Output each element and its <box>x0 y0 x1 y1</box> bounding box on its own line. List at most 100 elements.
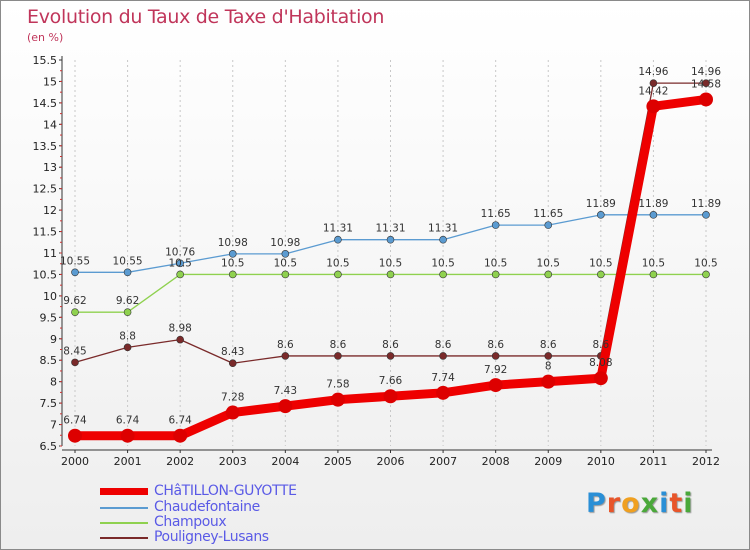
data-point-ch-tillon-guyotte <box>436 385 451 400</box>
data-label-champoux: 10.5 <box>537 257 560 269</box>
y-tick-label: 8.5 <box>40 354 58 367</box>
logo-letter: P <box>586 488 607 519</box>
data-label-ch-tillon-guyotte: 6.74 <box>116 415 140 427</box>
logo-letter: t <box>669 488 684 519</box>
data-label-champoux: 9.62 <box>63 295 86 307</box>
data-label-chaudefontaine: 11.89 <box>586 198 616 210</box>
data-label-ch-tillon-guyotte: 7.66 <box>379 375 403 387</box>
legend-item-chatillon: CHâTILLON-GUYOTTE <box>100 483 360 500</box>
data-point-chaudefontaine <box>491 221 500 229</box>
legend-label-chaudefontaine: Chaudefontaine <box>154 499 260 515</box>
data-point-chaudefontaine <box>386 235 395 244</box>
data-point-ch-tillon-guyotte <box>173 428 188 443</box>
legend-item-chaudefontaine: Chaudefontaine <box>100 499 360 516</box>
y-tick-label: 11 <box>43 247 57 260</box>
legend-swatch-chaudefontaine <box>100 507 148 509</box>
y-tick-label: 10 <box>43 290 57 303</box>
data-label-pouligney-lusans: 8.8 <box>119 330 136 342</box>
data-point-champoux <box>71 308 79 316</box>
data-label-chaudefontaine: 10.98 <box>218 237 248 249</box>
data-label-pouligney-lusans: 8.6 <box>592 339 609 351</box>
data-point-ch-tillon-guyotte <box>593 371 608 386</box>
y-tick-label: 14 <box>43 118 57 131</box>
legend-item-pouligney: Pouligney-Lusans <box>100 529 360 546</box>
logo-letter: o <box>621 488 641 519</box>
data-label-chaudefontaine: 10.55 <box>113 255 143 267</box>
y-tick-label: 8 <box>50 376 57 389</box>
y-tick-label: 6.5 <box>40 440 58 453</box>
data-label-ch-tillon-guyotte: 14.42 <box>638 85 668 97</box>
data-point-ch-tillon-guyotte <box>225 405 240 420</box>
data-label-chaudefontaine: 10.76 <box>165 246 195 258</box>
data-point-chaudefontaine <box>439 235 447 244</box>
data-label-champoux: 10.5 <box>274 257 297 269</box>
data-label-champoux: 10.5 <box>589 257 612 269</box>
data-label-champoux: 10.5 <box>694 257 717 269</box>
legend-label-champoux: Champoux <box>154 514 227 530</box>
data-point-ch-tillon-guyotte <box>68 428 82 443</box>
data-point-champoux <box>386 270 395 279</box>
x-tick-label: 2003 <box>219 455 247 468</box>
data-point-chaudefontaine <box>228 250 237 258</box>
data-point-pouligney-lusans <box>71 358 79 367</box>
x-tick-label: 2010 <box>587 455 615 468</box>
y-tick-label: 9.5 <box>40 311 58 324</box>
data-label-chaudefontaine: 11.65 <box>481 208 511 220</box>
data-label-chaudefontaine: 11.65 <box>533 208 563 220</box>
data-point-ch-tillon-guyotte <box>383 389 398 404</box>
data-label-champoux: 10.5 <box>642 257 665 269</box>
logo-letter: r <box>606 488 622 519</box>
data-point-chaudefontaine <box>281 250 290 258</box>
logo-letter: i <box>683 488 694 519</box>
data-point-champoux <box>281 270 290 279</box>
x-tick-label: 2009 <box>534 455 562 468</box>
data-label-champoux: 10.5 <box>484 257 507 269</box>
chart-subtitle: (en %) <box>27 31 64 44</box>
data-point-chaudefontaine <box>597 211 605 219</box>
data-point-ch-tillon-guyotte <box>120 428 135 443</box>
logo-letter: x <box>640 488 660 519</box>
x-tick-label: 2000 <box>61 455 89 468</box>
proxiti-logo: Proxiti <box>586 488 694 519</box>
y-tick-label: 13 <box>43 161 57 174</box>
y-tick-label: 15 <box>43 75 57 88</box>
y-tick-label: 10.5 <box>33 268 58 281</box>
logo-letter: i <box>659 488 670 519</box>
data-label-pouligney-lusans: 8.6 <box>330 339 347 351</box>
data-point-champoux <box>123 308 132 316</box>
data-label-pouligney-lusans: 14.96 <box>638 66 668 78</box>
data-label-ch-tillon-guyotte: 6.74 <box>63 415 87 427</box>
data-point-pouligney-lusans <box>334 352 342 360</box>
data-point-chaudefontaine <box>544 221 553 229</box>
data-label-pouligney-lusans: 8.43 <box>221 346 244 358</box>
data-point-pouligney-lusans <box>439 352 447 360</box>
data-label-champoux: 10.5 <box>221 257 244 269</box>
x-tick-label: 2006 <box>377 455 405 468</box>
data-label-ch-tillon-guyotte: 7.58 <box>326 379 349 391</box>
data-label-ch-tillon-guyotte: 6.74 <box>168 415 192 427</box>
y-tick-label: 14.5 <box>33 97 58 110</box>
data-point-chaudefontaine <box>71 268 79 277</box>
legend-item-champoux: Champoux <box>100 514 360 531</box>
data-point-ch-tillon-guyotte <box>488 378 503 393</box>
data-label-pouligney-lusans: 8.45 <box>63 345 86 357</box>
data-point-champoux <box>702 270 710 279</box>
data-label-chaudefontaine: 11.31 <box>323 223 353 235</box>
x-tick-label: 2001 <box>114 455 142 468</box>
data-point-champoux <box>176 270 184 279</box>
y-tick-label: 15.5 <box>33 54 58 67</box>
data-label-chaudefontaine: 11.89 <box>638 198 668 210</box>
x-tick-label: 2007 <box>429 455 457 468</box>
data-point-pouligney-lusans <box>176 335 184 344</box>
data-label-ch-tillon-guyotte: 7.28 <box>221 392 244 404</box>
x-tick-label: 2011 <box>639 455 667 468</box>
data-label-pouligney-lusans: 8.6 <box>540 339 557 351</box>
data-point-champoux <box>334 270 342 279</box>
data-point-pouligney-lusans <box>386 352 395 360</box>
data-point-ch-tillon-guyotte <box>330 392 345 407</box>
data-label-pouligney-lusans: 8.6 <box>435 339 452 351</box>
data-label-chaudefontaine: 10.55 <box>60 255 90 267</box>
data-label-chaudefontaine: 11.31 <box>375 223 405 235</box>
y-tick-label: 11.5 <box>33 226 58 239</box>
